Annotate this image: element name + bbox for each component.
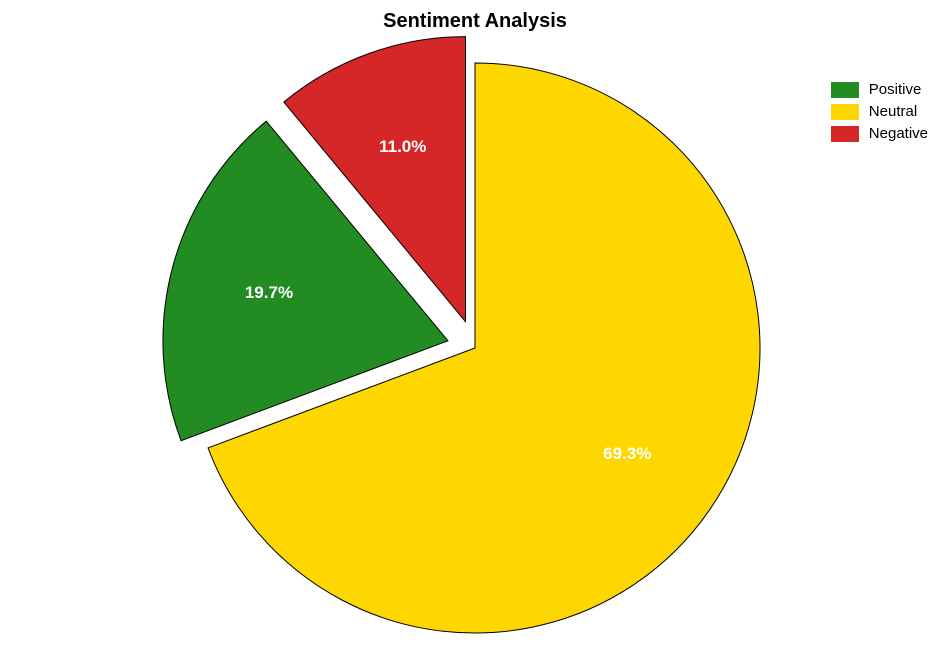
pie-chart-svg: [0, 33, 950, 655]
legend-item-positive: Positive: [831, 81, 928, 98]
legend-text-positive: Positive: [869, 81, 922, 98]
legend-text-neutral: Neutral: [869, 103, 917, 120]
legend-swatch-positive: [831, 82, 859, 98]
slice-label-negative: 11.0%: [379, 137, 426, 157]
legend-swatch-neutral: [831, 104, 859, 120]
chart-title: Sentiment Analysis: [0, 0, 950, 33]
slice-label-positive: 19.7%: [245, 283, 293, 303]
chart-area: 69.3% 19.7% 11.0% Positive Neutral Negative: [0, 33, 950, 653]
legend-text-negative: Negative: [869, 125, 928, 142]
slice-label-neutral: 69.3%: [603, 444, 651, 464]
legend: Positive Neutral Negative: [831, 81, 928, 147]
legend-item-neutral: Neutral: [831, 103, 928, 120]
legend-item-negative: Negative: [831, 125, 928, 142]
legend-swatch-negative: [831, 126, 859, 142]
